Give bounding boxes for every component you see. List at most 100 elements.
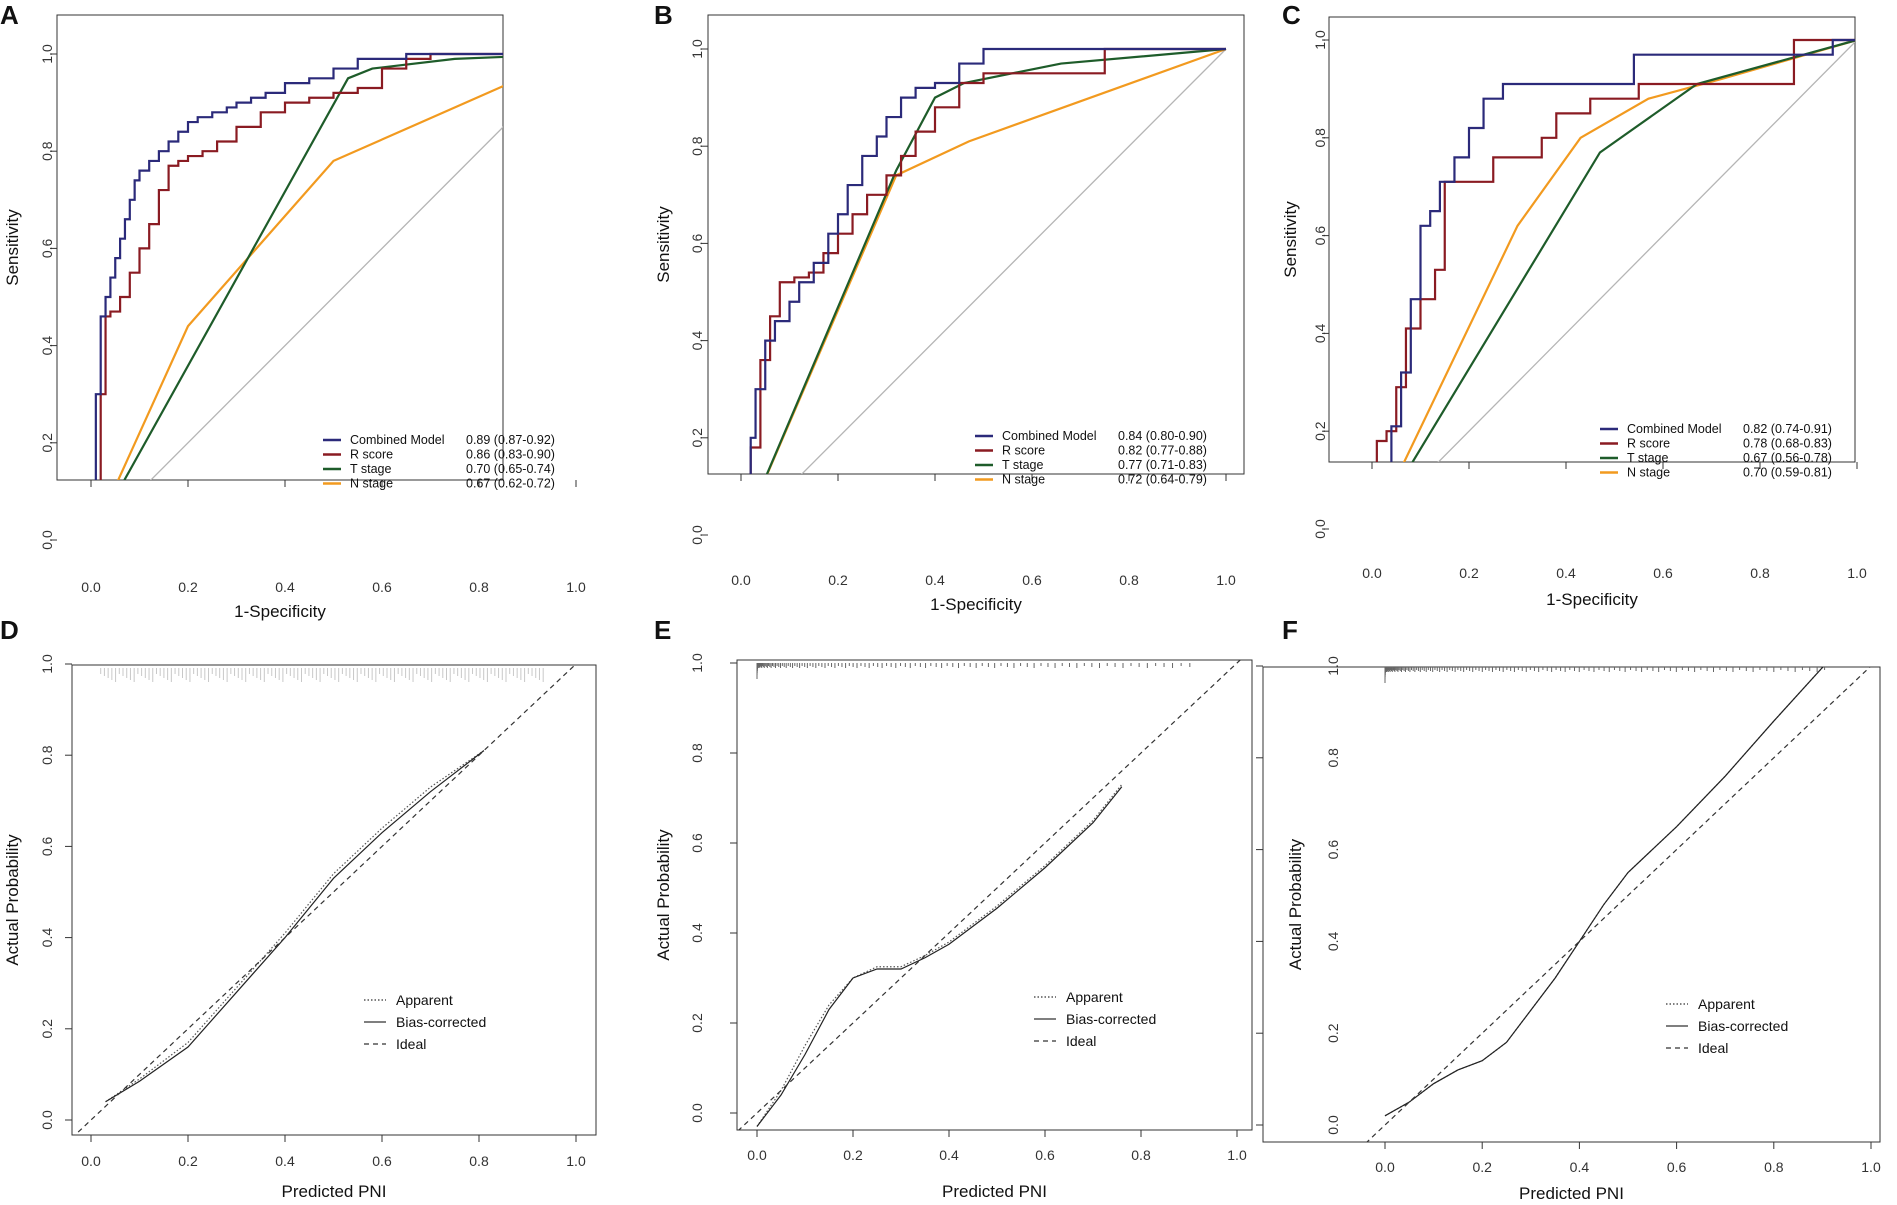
- x-tick-label: 0.4: [1570, 1159, 1590, 1175]
- reference-diagonal: [149, 126, 503, 480]
- rug-plot: [756, 663, 1191, 679]
- roc-line-r-score: [99, 52, 503, 480]
- x-tick-label: 0.6: [372, 579, 392, 595]
- x-tick-label: 0.8: [469, 1153, 489, 1169]
- y-tick-label: 0.6: [39, 238, 55, 258]
- plot-frame: [1328, 16, 1856, 463]
- y-tick-label: 1.0: [1325, 656, 1341, 676]
- roc-line-r-score: [1375, 38, 1855, 462]
- legend-label: Ideal: [1698, 1040, 1728, 1056]
- x-tick-label: 0.6: [1667, 1159, 1687, 1175]
- legend-label: Bias-corrected: [1066, 1011, 1156, 1027]
- calibration-line-apparent: [756, 784, 1123, 1127]
- calibration-line-ideal: [737, 660, 1242, 1130]
- legend: Apparent Bias-corrected Ideal: [1666, 996, 1788, 1056]
- plot-frame: [707, 14, 1245, 475]
- y-tick-label: 1.0: [689, 653, 705, 673]
- x-tick-label: 0.4: [925, 572, 945, 588]
- roc-line-combined-model: [1390, 38, 1855, 462]
- x-axis-label: 1-Specificity: [234, 602, 326, 621]
- x-tick-label: 0.0: [81, 579, 101, 595]
- rug-plot: [100, 668, 544, 682]
- roc-line-t-stage: [765, 47, 1227, 474]
- legend-label: N stage: [1627, 466, 1670, 480]
- x-tick-label: 0.6: [1653, 565, 1673, 581]
- rug-plot: [1384, 667, 1826, 683]
- roc-line-t-stage: [123, 55, 503, 480]
- panel-letter: D: [0, 615, 19, 645]
- legend-auc: 0.82 (0.77-0.88): [1118, 444, 1207, 458]
- y-tick-label: 0.8: [39, 141, 55, 161]
- y-tick-label: 0.2: [689, 428, 705, 448]
- legend-auc: 0.77 (0.71-0.83): [1118, 458, 1207, 472]
- legend-auc: 0.70 (0.59-0.81): [1743, 466, 1832, 480]
- legend-auc: 0.70 (0.65-0.74): [466, 462, 555, 476]
- y-tick-label: 0.6: [1325, 840, 1341, 860]
- y-tick-label: 0.2: [39, 433, 55, 453]
- plot-area: [749, 47, 1227, 474]
- x-axis-label: Predicted PNI: [282, 1182, 387, 1201]
- y-tick-label: 0.0: [1325, 1115, 1341, 1135]
- reference-diagonal: [800, 48, 1227, 474]
- y-tick-label: 1.0: [39, 44, 55, 64]
- x-tick-label: 0.8: [1750, 565, 1770, 581]
- y-axis-label: Sensitivity: [1281, 201, 1300, 278]
- legend-auc: 0.84 (0.80-0.90): [1118, 429, 1207, 443]
- y-tick-label: 0.0: [39, 1110, 55, 1130]
- y-tick-label: 0.6: [39, 836, 55, 856]
- y-tick-label: 0.8: [1312, 128, 1328, 148]
- roc-line-combined-model: [749, 47, 1226, 474]
- reference-diagonal: [1437, 41, 1855, 462]
- legend-label: Apparent: [396, 992, 453, 1008]
- legend-auc: 0.89 (0.87-0.92): [466, 433, 555, 447]
- x-tick-label: 0.2: [1472, 1159, 1492, 1175]
- roc-line-n-stage: [117, 84, 503, 480]
- x-tick-label: 0.6: [372, 1153, 392, 1169]
- panel-e: E 0.0 0.0 0.2 0.2 0.4 0.4 0.6 0.6 0.8 0.8 1.0 1.0 Pre…: [654, 615, 1253, 1201]
- plot-area: [74, 665, 576, 1135]
- legend-auc: 0.67 (0.56-0.78): [1743, 451, 1832, 465]
- x-tick-label: 0.0: [1362, 565, 1382, 581]
- y-tick-label: 0.2: [1325, 1023, 1341, 1043]
- y-tick-label: 0.0: [689, 525, 705, 545]
- legend-label: R score: [350, 448, 393, 462]
- legend: Combined Model 0.82 (0.74-0.91) R score 0.7…: [1600, 422, 1832, 480]
- y-tick-label: 0.4: [1312, 323, 1328, 343]
- legend-label: Combined Model: [350, 433, 445, 447]
- legend: Apparent Bias-corrected Ideal: [1034, 989, 1156, 1049]
- calibration-line-bias-corrected: [756, 786, 1123, 1127]
- x-tick-label: 0.4: [275, 579, 295, 595]
- y-tick-label: 0.6: [689, 233, 705, 253]
- y-axis-label: Sensitivity: [654, 206, 673, 283]
- x-tick-label: 0.4: [939, 1147, 959, 1163]
- legend-label: Combined Model: [1627, 422, 1722, 436]
- plot-area: [737, 660, 1242, 1130]
- legend-label: Ideal: [1066, 1033, 1096, 1049]
- legend-label: Combined Model: [1002, 429, 1097, 443]
- legend-auc: 0.72 (0.64-0.79): [1118, 473, 1207, 487]
- x-tick-label: 0.4: [1556, 565, 1576, 581]
- legend-label: R score: [1002, 444, 1045, 458]
- y-tick-label: 0.4: [689, 923, 705, 943]
- plot-area: [1366, 667, 1871, 1142]
- y-tick-label: 0.8: [689, 743, 705, 763]
- y-tick-label: 0.2: [1312, 421, 1328, 441]
- roc-line-combined-model: [94, 52, 503, 480]
- legend: Combined Model 0.84 (0.80-0.90) R score 0.8…: [975, 429, 1207, 487]
- legend-label: Ideal: [396, 1036, 426, 1052]
- x-tick-label: 0.2: [178, 1153, 198, 1169]
- y-tick-label: 0.8: [1325, 748, 1341, 768]
- x-tick-label: 1.0: [1861, 1159, 1881, 1175]
- panel-d: D 0.0 0.0 0.2 0.2 0.4 0.4 0.6 0.6 0.8 0.8 1.0 1.0 Pre…: [0, 615, 597, 1201]
- legend-auc: 0.78 (0.68-0.83): [1743, 437, 1832, 451]
- y-tick-label: 0.8: [689, 136, 705, 156]
- x-tick-label: 0.8: [1119, 572, 1139, 588]
- plot-area: [1375, 38, 1855, 462]
- y-tick-label: 1.0: [689, 39, 705, 59]
- x-tick-label: 0.8: [1131, 1147, 1151, 1163]
- y-tick-label: 1.0: [39, 654, 55, 674]
- legend-auc: 0.67 (0.62-0.72): [466, 477, 555, 491]
- x-tick-label: 1.0: [1216, 572, 1236, 588]
- legend-label: N stage: [1002, 473, 1045, 487]
